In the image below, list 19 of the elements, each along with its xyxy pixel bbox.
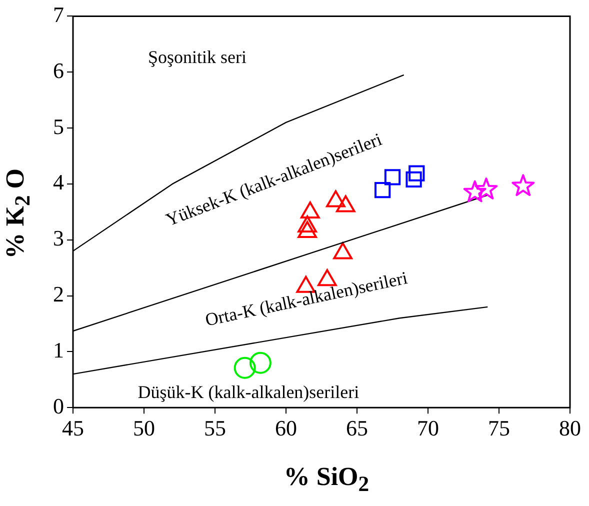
y-tick-label: 6 [53, 58, 64, 83]
x-tick-label: 45 [62, 416, 84, 441]
x-tick-label: 55 [204, 416, 226, 441]
x-tick-label: 50 [133, 416, 155, 441]
y-tick-label: 4 [53, 170, 64, 195]
y-tick-label: 1 [53, 337, 64, 362]
y-tick-label: 2 [53, 282, 64, 307]
x-tick-label: 75 [488, 416, 510, 441]
x-axis-title: % SiO$_{2}$ [282, 462, 370, 498]
y-tick-label: 3 [53, 226, 64, 251]
x-tick-label: 80 [559, 416, 581, 441]
y-tick-label: 5 [53, 114, 64, 139]
annotation: Şoşonitik seri [148, 46, 247, 67]
y-tick-label: 7 [53, 2, 64, 27]
x-tick-label: 60 [275, 416, 297, 441]
x-tick-label: 65 [346, 416, 368, 441]
y-tick-label: 0 [53, 393, 64, 418]
annotation: Düşük-K (kalk-alkalen)serileri [138, 382, 360, 402]
x-tick-label: 70 [417, 416, 439, 441]
